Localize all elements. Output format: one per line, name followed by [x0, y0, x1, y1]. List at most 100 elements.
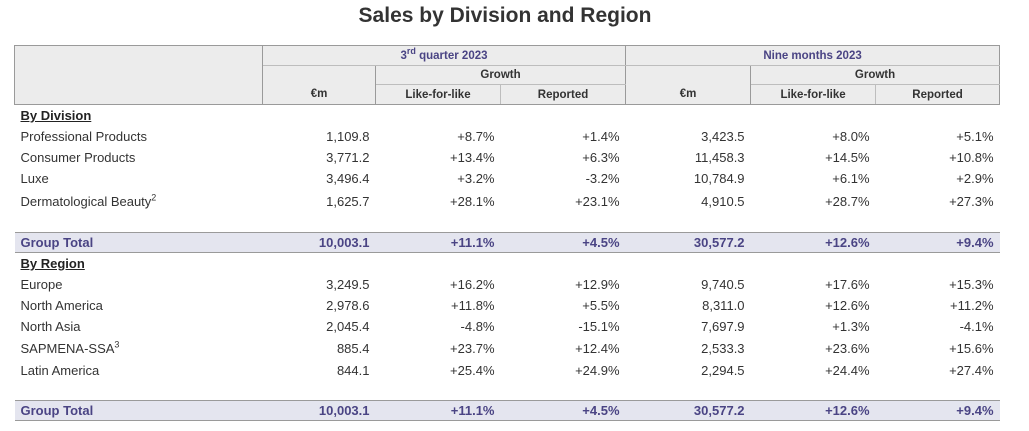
total-q3-em-cell: 10,003.1	[262, 232, 376, 253]
empty-cell	[751, 253, 876, 275]
nm-lfl-cell: +14.5%	[825, 150, 870, 165]
total-nm-em-cell: 30,577.2	[625, 232, 751, 253]
nm-reported-cell: +27.3%	[949, 193, 994, 209]
spacer-row	[15, 381, 1000, 401]
q3-lfl-header: Like-for-like	[375, 84, 501, 105]
q3-lfl-cell: +23.7%	[450, 341, 495, 356]
row-label-text: Europe	[20, 277, 63, 292]
q3-reported-cell: +6.3%	[582, 150, 620, 165]
q3-lfl-cell: +16.2%	[450, 277, 495, 292]
empty-cell	[376, 105, 501, 127]
nm-lfl-cell: +23.6%	[825, 341, 870, 356]
total-nm-em-cell: 30,577.2	[625, 400, 751, 421]
total-nm-reported-cell: +9.4%	[875, 232, 1000, 253]
q3-em-cell: 1,109.8	[326, 129, 370, 144]
row-label: North America	[15, 295, 263, 316]
nm-reported-cell: +15.6%	[949, 341, 994, 356]
nm-reported-cell: +5.1%	[956, 129, 994, 144]
table-row: Dermatological Beauty2 1,625.7 +28.1% +23.1…	[15, 189, 1000, 213]
q3-lfl-cell: +11.8%	[451, 298, 495, 313]
spacer-cell	[15, 213, 1000, 233]
division-group-total-row: Group Total 10,003.1 +11.1% +4.5% 30,577.2 +1…	[14, 232, 1000, 253]
table-row: North Asia 2,045.4 -4.8% -15.1% 7,697.9 +1.3%…	[15, 316, 1000, 337]
row-label-text: North America	[20, 298, 103, 313]
page-title: Sales by Division and Region	[358, 4, 652, 27]
total-nm-lfl-cell: +12.6%	[750, 232, 876, 253]
q3-em-cell: 3,496.4	[326, 171, 370, 186]
q3-em-cell: 1,625.7	[326, 193, 370, 209]
nm-lfl-cell: +8.0%	[832, 129, 870, 144]
nm-em-cell: 3,423.5	[701, 129, 745, 144]
row-label: Consumer Products	[15, 147, 263, 168]
nm-em-cell: 2,294.5	[701, 363, 745, 378]
q3-reported-cell: +23.1%	[575, 193, 620, 209]
table-row: Latin America 844.1 +25.4% +24.9% 2,294.5 +24…	[15, 360, 1000, 381]
total-q3-reported-cell: +4.5%	[500, 232, 626, 253]
nine-months-period-header: Nine months 2023	[625, 45, 1001, 66]
table-row: Consumer Products 3,771.2 +13.4% +6.3% 11,45…	[15, 147, 1000, 168]
nm-em-header: €m	[625, 84, 752, 105]
nm-lfl-cell: +28.7%	[825, 193, 870, 209]
nm-lfl-cell: +6.1%	[832, 171, 870, 186]
empty-cell	[501, 253, 626, 275]
row-label: Europe	[15, 274, 263, 295]
division-heading-row: By Division	[15, 105, 1000, 127]
row-label: Professional Products	[15, 126, 263, 147]
nm-lfl-cell: +17.6%	[825, 277, 870, 292]
row-label: Luxe	[15, 168, 263, 189]
total-q3-reported-cell: +4.5%	[500, 400, 626, 421]
nm-em-cell: 7,697.9	[701, 319, 745, 334]
row-label: North Asia	[15, 316, 263, 337]
q3-reported-cell: +12.4%	[575, 341, 620, 356]
empty-cell	[263, 105, 376, 127]
row-label-text: Consumer Products	[20, 150, 136, 165]
q3-em-cell: 2,978.6	[326, 298, 370, 313]
q3-period-header: 3rd quarter 2023	[262, 45, 627, 66]
q3-lfl-cell: +3.2%	[457, 171, 495, 186]
region-group-total-row: Group Total 10,003.1 +11.1% +4.5% 30,577.2 +1…	[14, 400, 1000, 421]
q3-em-cell: 3,249.5	[326, 277, 370, 292]
region-heading-row: By Region	[15, 253, 1000, 275]
region-section: By Region Europe 3,249.5 +16.2% +12.9% 9,740.…	[14, 253, 1000, 421]
division-heading: By Division	[20, 108, 92, 123]
row-label-text: Dermatological Beauty	[20, 193, 152, 209]
total-nm-lfl-cell: +12.6%	[750, 400, 876, 421]
nm-lfl-cell: +24.4%	[825, 363, 870, 378]
row-label-text: Latin America	[20, 363, 100, 378]
nm-reported-cell: +2.9%	[956, 171, 994, 186]
nm-reported-cell: +10.8%	[949, 150, 994, 165]
nm-em-cell: 9,740.5	[701, 277, 745, 292]
row-label-text: SAPMENA-SSA	[20, 341, 115, 356]
nm-lfl-cell: +12.6%	[825, 298, 870, 313]
empty-cell	[751, 105, 876, 127]
nm-em-cell: 2,533.3	[701, 341, 745, 356]
table-row: Europe 3,249.5 +16.2% +12.9% 9,740.5 +17.6% +1…	[15, 274, 1000, 295]
q3-em-header: €m	[262, 84, 376, 105]
footnote-marker: 3	[114, 339, 120, 350]
q3-lfl-cell: +25.4%	[450, 363, 495, 378]
nm-lfl-cell: +1.3%	[832, 319, 870, 334]
empty-cell	[626, 253, 751, 275]
table-row: SAPMENA-SSA3 885.4 +23.7% +12.4% 2,533.3 +23.…	[15, 337, 1000, 360]
nm-lfl-header: Like-for-like	[750, 84, 877, 105]
nm-reported-cell: +11.2%	[950, 298, 994, 313]
header-spacer	[262, 65, 376, 85]
group-total-label: Group Total	[14, 232, 263, 253]
division-section: By Division Professional Products 1,109.8 +…	[14, 105, 1000, 253]
nm-reported-header: Reported	[875, 84, 1001, 105]
total-q3-em-cell: 10,003.1	[262, 400, 376, 421]
empty-cell	[376, 253, 501, 275]
q3-growth-header: Growth	[375, 65, 627, 85]
nm-growth-header: Growth	[750, 65, 1001, 85]
total-nm-reported-cell: +9.4%	[875, 400, 1000, 421]
row-label-text: Luxe	[20, 171, 49, 186]
q3-reported-header: Reported	[500, 84, 627, 105]
row-label-text: North Asia	[20, 319, 81, 334]
q3-lfl-cell: +28.1%	[450, 193, 495, 209]
q3-reported-cell: -3.2%	[585, 171, 620, 186]
table-row: North America 2,978.6 +11.8% +5.5% 8,311.0 +1…	[15, 295, 1000, 316]
nm-em-cell: 8,311.0	[702, 298, 745, 313]
table-row: Professional Products 1,109.8 +8.7% +1.4% 3,…	[15, 126, 1000, 147]
row-label: SAPMENA-SSA3	[15, 337, 263, 360]
nm-em-cell: 11,458.3	[694, 150, 745, 165]
